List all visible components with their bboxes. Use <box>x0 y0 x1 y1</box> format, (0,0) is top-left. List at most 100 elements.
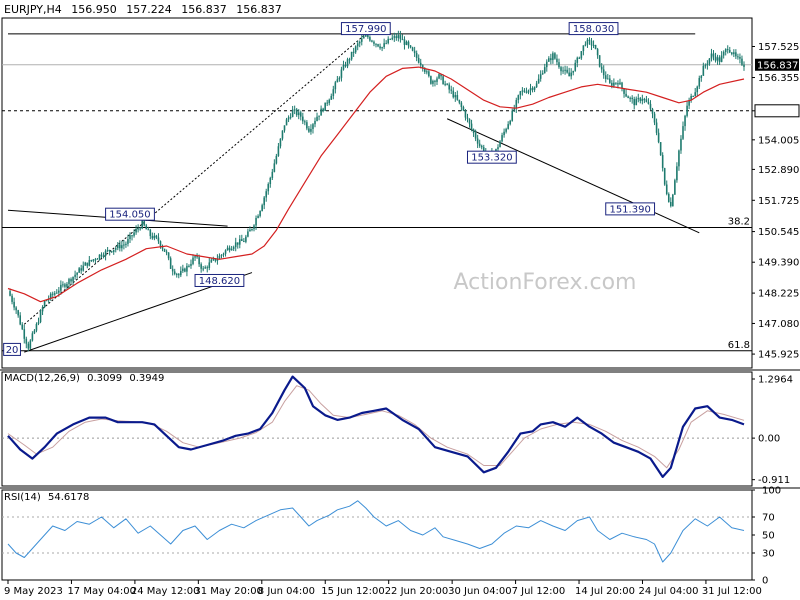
candle-body <box>228 247 231 251</box>
candle-body <box>655 122 658 133</box>
candle-body <box>409 45 412 48</box>
candle-body <box>373 41 375 44</box>
candle-body <box>604 75 607 80</box>
candle-body <box>37 322 40 324</box>
candle-body <box>55 292 58 294</box>
candle-body <box>625 93 627 97</box>
candle-body <box>267 184 270 192</box>
candle-body <box>401 39 404 41</box>
candle-body <box>236 242 239 245</box>
candle-body <box>417 57 420 63</box>
candle-body <box>584 44 587 46</box>
candle-body <box>169 258 172 269</box>
x-tick-label: 17 May 04:00 <box>67 586 136 597</box>
price-annotation-box <box>105 207 155 221</box>
candle-body <box>700 75 703 79</box>
candle-body <box>621 82 623 89</box>
candle-body <box>438 74 440 79</box>
candle-body <box>531 88 534 90</box>
candle-body <box>214 258 217 261</box>
candle-body <box>149 229 152 237</box>
candle-body <box>413 50 416 54</box>
candle-body <box>722 52 725 56</box>
candle-body <box>519 91 522 96</box>
candle-body <box>17 310 19 316</box>
candle-body <box>241 239 243 241</box>
candle-body <box>53 293 56 295</box>
candle-body <box>295 109 298 116</box>
candle-body <box>708 58 711 64</box>
candle-body <box>735 52 737 57</box>
candle-body <box>377 44 379 47</box>
candle-body <box>64 284 66 287</box>
candle-body <box>171 268 174 272</box>
candle-body <box>226 247 229 251</box>
candle-body <box>82 265 85 271</box>
candle-body <box>269 177 272 185</box>
candle-body <box>535 83 538 88</box>
candle-body <box>70 279 72 282</box>
candle-body <box>619 82 621 85</box>
candle-body <box>503 131 505 136</box>
candle-body <box>283 125 286 131</box>
candle-body <box>346 59 349 67</box>
candle-body <box>232 247 235 249</box>
candle-body <box>153 235 156 239</box>
candle-body <box>49 293 52 299</box>
macd-tick-label: -0.911 <box>758 475 790 486</box>
current-price-tag <box>755 58 799 71</box>
candle-body <box>25 338 28 344</box>
candle-body <box>336 79 339 83</box>
candle-body <box>411 47 414 51</box>
candle-body <box>249 229 251 232</box>
candle-body <box>135 228 137 233</box>
candle-body <box>674 180 676 195</box>
candle-body <box>731 52 733 55</box>
candle-body <box>326 102 329 104</box>
candle-body <box>629 97 631 99</box>
candle-body <box>712 53 715 57</box>
candle-body <box>43 300 46 308</box>
candle-body <box>277 146 280 156</box>
x-tick-label: 31 Jul 12:00 <box>702 586 762 597</box>
current-price-label: 156.837 <box>757 61 798 72</box>
candle-body <box>580 51 583 59</box>
candle-body <box>271 171 274 178</box>
candle-body <box>316 116 318 121</box>
candle-body <box>165 251 168 253</box>
candle-body <box>302 116 304 122</box>
candle-body <box>661 155 664 169</box>
candle-body <box>419 62 422 66</box>
candle-body <box>76 272 78 275</box>
candle-body <box>104 250 107 256</box>
candle-body <box>507 124 509 129</box>
candle-body <box>114 248 117 250</box>
candle-body <box>568 72 570 77</box>
candle-body <box>19 315 21 325</box>
candle-body <box>517 95 520 100</box>
candle-body <box>186 265 188 272</box>
candle-body <box>51 293 54 295</box>
candle-body <box>127 239 129 244</box>
candle-body <box>647 101 650 104</box>
candle-body <box>306 122 308 129</box>
candle-body <box>379 46 381 49</box>
candle-body <box>393 36 396 38</box>
candle-body <box>688 100 690 106</box>
candle-body <box>643 98 646 100</box>
candle-body <box>657 132 660 143</box>
rsi-title: RSI(14) <box>4 492 41 503</box>
candle-body <box>737 56 739 58</box>
candle-body <box>68 279 70 284</box>
price-tick-label: 154.005 <box>758 135 799 146</box>
rsi-tick-label: 30 <box>762 549 775 560</box>
candle-body <box>444 83 446 85</box>
candle-body <box>375 43 377 45</box>
candle-body <box>667 193 670 202</box>
candle-body <box>94 259 97 261</box>
candle-body <box>190 263 192 266</box>
candle-body <box>261 205 263 211</box>
candle-body <box>426 71 428 73</box>
high-value: 157.224 <box>126 3 172 16</box>
